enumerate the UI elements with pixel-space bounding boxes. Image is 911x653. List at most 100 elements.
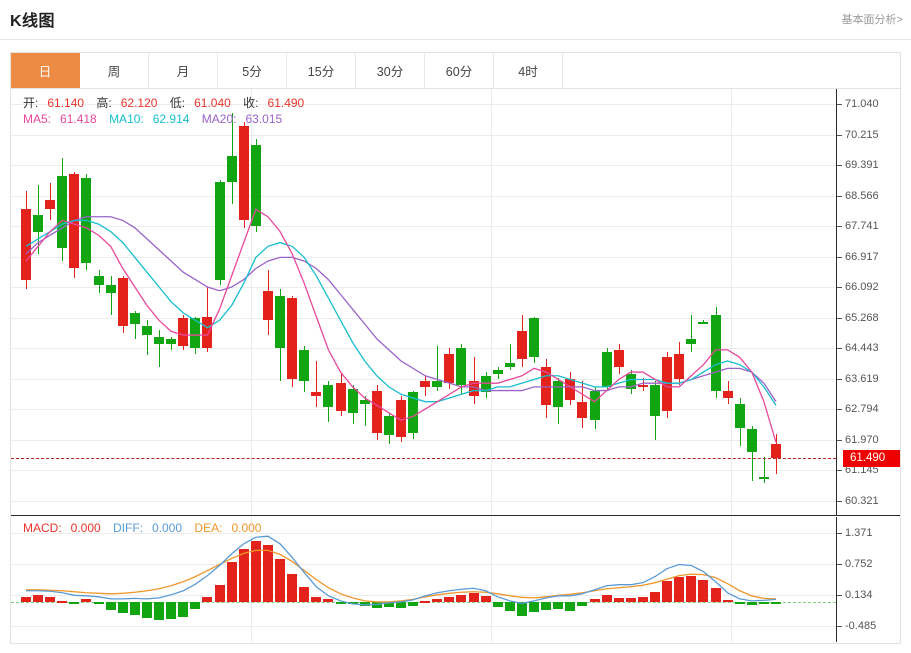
price-tick xyxy=(837,195,842,197)
price-plot[interactable]: 开: 61.140 高: 62.120 低: 61.040 收: 61.490 MA5:… xyxy=(11,89,836,515)
dea-label: DEA: xyxy=(194,521,223,535)
macd-bar xyxy=(57,600,68,603)
macd-bar xyxy=(589,598,600,602)
macd-bar xyxy=(529,601,540,612)
price-tick-label: 64.443 xyxy=(845,342,879,355)
price-tick-label: 61.970 xyxy=(845,433,879,446)
macd-bar xyxy=(432,598,443,602)
macd-bar xyxy=(492,601,503,607)
macd-bar xyxy=(299,586,310,602)
tab-7[interactable]: 4时 xyxy=(494,53,563,88)
macd-bar xyxy=(105,601,116,610)
macd-bar xyxy=(601,594,612,602)
price-gridline xyxy=(11,256,836,258)
macd-bar xyxy=(33,595,44,602)
vertical-gridline xyxy=(491,89,492,515)
price-tick xyxy=(837,287,842,289)
macd-bar xyxy=(650,591,661,602)
price-gridline xyxy=(11,134,836,136)
macd-tick xyxy=(837,595,842,597)
price-tick-label: 71.040 xyxy=(845,98,879,111)
chart-container: 开: 61.140 高: 62.120 低: 61.040 收: 61.490 MA5:… xyxy=(10,89,901,644)
macd-bar xyxy=(311,596,322,602)
macd-bar xyxy=(662,580,673,602)
tab-4[interactable]: 15分 xyxy=(287,53,356,88)
macd-bar xyxy=(21,596,31,602)
price-gridline xyxy=(11,287,836,289)
macd-plot[interactable]: MACD: 0.000 DIFF: 0.000 DEA: 0.000 xyxy=(11,517,836,642)
macd-bar xyxy=(504,601,515,611)
price-gridline xyxy=(11,317,836,319)
price-tick xyxy=(837,104,842,106)
price-tick-label: 62.794 xyxy=(845,403,879,416)
price-legend-ohlc: 开: 61.140 高: 62.120 低: 61.040 收: 61.490 xyxy=(23,94,313,111)
macd-pane: MACD: 0.000 DIFF: 0.000 DEA: 0.000 1.371 0.7… xyxy=(11,517,900,642)
price-tick-label: 70.215 xyxy=(845,128,879,141)
interval-tabbar: 日周月 5分 15分 30分 60分 4时 xyxy=(10,52,901,89)
macd-tick xyxy=(837,532,842,534)
macd-tick xyxy=(837,626,842,628)
macd-gridline xyxy=(11,595,836,597)
ma10-value: 62.914 xyxy=(152,112,190,126)
macd-bar xyxy=(541,601,552,610)
price-gridline xyxy=(11,378,836,380)
price-tick xyxy=(837,134,842,136)
tab-3[interactable]: 5分 xyxy=(218,53,287,88)
macd-bar xyxy=(771,601,781,604)
current-price-badge: 61.490 xyxy=(843,449,900,467)
macd-bar xyxy=(383,601,394,607)
series-line xyxy=(26,535,777,606)
price-gridline xyxy=(11,439,836,441)
price-tick-label: 66.917 xyxy=(845,250,879,263)
tab-2[interactable]: 月 xyxy=(149,53,218,88)
price-gridline xyxy=(11,348,836,350)
price-gridline xyxy=(11,226,836,228)
macd-tick-label: 0.752 xyxy=(845,557,873,570)
macd-gridline xyxy=(11,563,836,565)
fundamental-analysis-link[interactable]: 基本面分析> xyxy=(841,14,903,26)
macd-bar xyxy=(746,601,757,606)
ma20-label: MA20: xyxy=(201,112,237,126)
macd-label: MACD: xyxy=(23,521,62,535)
tabbar-filler xyxy=(563,53,900,88)
macd-bar xyxy=(359,601,370,607)
series-line xyxy=(25,216,777,403)
macd-bar xyxy=(238,548,249,602)
price-gridline xyxy=(11,104,836,106)
price-tick xyxy=(837,500,842,502)
price-axis: 71.040 70.215 69.391 68.566 67.741 66.917 66.0… xyxy=(836,89,900,515)
tab-1[interactable]: 周 xyxy=(80,53,149,88)
diff-value: 0.000 xyxy=(152,521,183,535)
macd-bar xyxy=(335,601,346,604)
macd-tick xyxy=(837,563,842,565)
price-gridline xyxy=(11,500,836,502)
tab-5[interactable]: 30分 xyxy=(356,53,425,88)
price-tick-label: 66.092 xyxy=(845,281,879,294)
price-tick xyxy=(837,348,842,350)
current-price-line xyxy=(11,457,836,459)
tab-6[interactable]: 60分 xyxy=(425,53,494,88)
macd-tick-label: 1.371 xyxy=(845,526,873,539)
macd-bar xyxy=(698,579,709,602)
dea-value: 0.000 xyxy=(231,521,262,535)
macd-bar xyxy=(93,601,104,604)
high-value: 62.120 xyxy=(120,96,158,110)
tab-0[interactable]: 日 xyxy=(11,53,80,88)
macd-bar xyxy=(468,592,479,602)
macd-bar xyxy=(758,601,769,605)
price-tick-label: 63.619 xyxy=(845,372,879,385)
macd-bar xyxy=(734,601,745,604)
price-tick xyxy=(837,378,842,380)
vertical-gridline xyxy=(731,517,732,642)
macd-bar xyxy=(722,599,733,602)
vertical-gridline xyxy=(251,89,252,515)
macd-tick-label: 0.134 xyxy=(845,589,873,602)
macd-bar xyxy=(154,601,165,621)
macd-bar xyxy=(613,597,624,602)
close-value: 61.490 xyxy=(267,96,305,110)
macd-bar xyxy=(456,594,467,602)
macd-bar xyxy=(480,595,491,602)
open-label: 开: xyxy=(23,96,39,110)
macd-bar xyxy=(275,558,286,602)
